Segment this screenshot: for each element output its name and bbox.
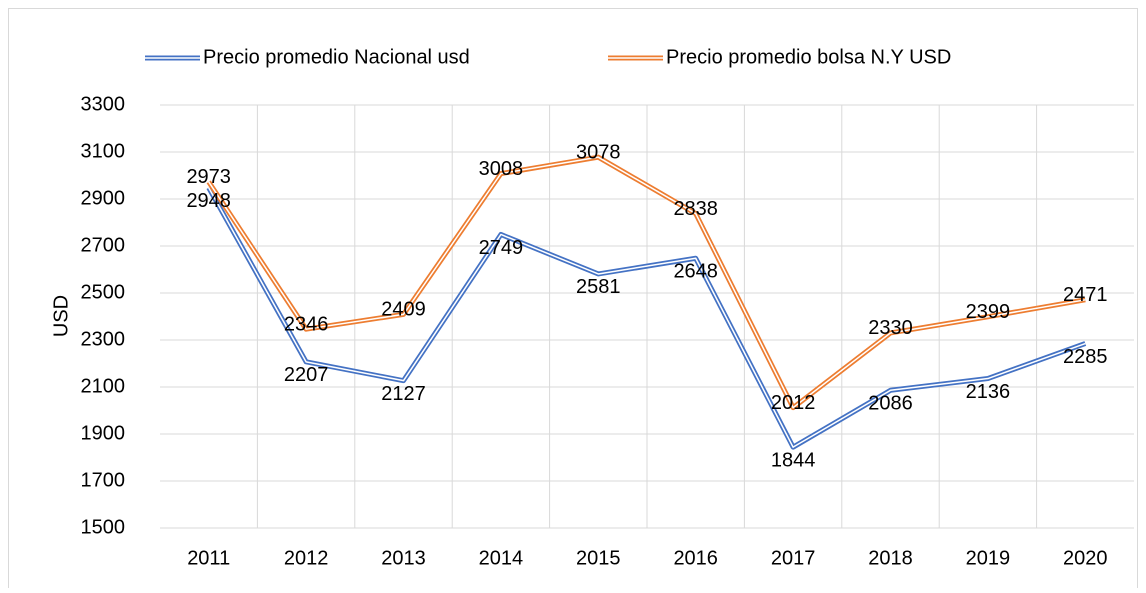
x-tick-label: 2020 [1063, 547, 1108, 569]
data-label: 3008 [479, 158, 524, 180]
data-label: 2012 [771, 392, 816, 414]
data-label: 2136 [966, 381, 1011, 403]
x-tick-label: 2016 [673, 547, 718, 569]
data-label: 2581 [576, 276, 621, 298]
data-label: 2207 [284, 364, 329, 386]
y-tick-label: 1900 [81, 422, 126, 444]
y-axis-label: USD [50, 295, 72, 337]
data-label: 2948 [186, 190, 231, 212]
x-tick-label: 2019 [966, 547, 1011, 569]
series-line-inner [208, 187, 1086, 448]
chart-frame [8, 8, 1138, 593]
data-label: 1844 [771, 449, 816, 471]
y-tick-label: 2700 [81, 234, 126, 256]
data-label: 2346 [284, 313, 329, 335]
series-line-inner [208, 156, 1086, 409]
y-tick-label: 2500 [81, 281, 126, 303]
x-tick-label: 2015 [576, 547, 621, 569]
legend-label: Precio promedio Nacional usd [203, 46, 470, 68]
data-label: 2399 [966, 301, 1011, 323]
data-label: 2409 [381, 299, 426, 321]
x-tick-label: 2018 [868, 547, 913, 569]
y-tick-label: 3100 [81, 140, 126, 162]
x-tick-label: 2017 [771, 547, 816, 569]
legend-label: Precio promedio bolsa N.Y USD [666, 46, 951, 68]
x-tick-label: 2014 [479, 547, 524, 569]
y-tick-label: 3300 [81, 93, 126, 115]
data-label: 2086 [868, 393, 913, 415]
data-label: 2973 [186, 166, 231, 188]
x-tick-label: 2013 [381, 547, 426, 569]
x-tick-label: 2011 [187, 547, 230, 569]
data-label: 2471 [1063, 284, 1108, 306]
data-label: 2127 [381, 383, 426, 405]
data-label: 2838 [673, 198, 718, 220]
data-label: 3078 [576, 141, 621, 163]
y-tick-label: 1500 [81, 516, 126, 538]
y-tick-label: 1700 [81, 469, 126, 491]
data-label: 2285 [1063, 346, 1108, 368]
y-tick-label: 2300 [81, 328, 126, 350]
data-label: 2330 [868, 317, 913, 339]
data-label: 2648 [673, 261, 718, 283]
y-tick-label: 2100 [81, 375, 126, 397]
data-label: 2749 [479, 237, 524, 259]
x-tick-label: 2012 [284, 547, 329, 569]
y-tick-label: 2900 [81, 187, 126, 209]
